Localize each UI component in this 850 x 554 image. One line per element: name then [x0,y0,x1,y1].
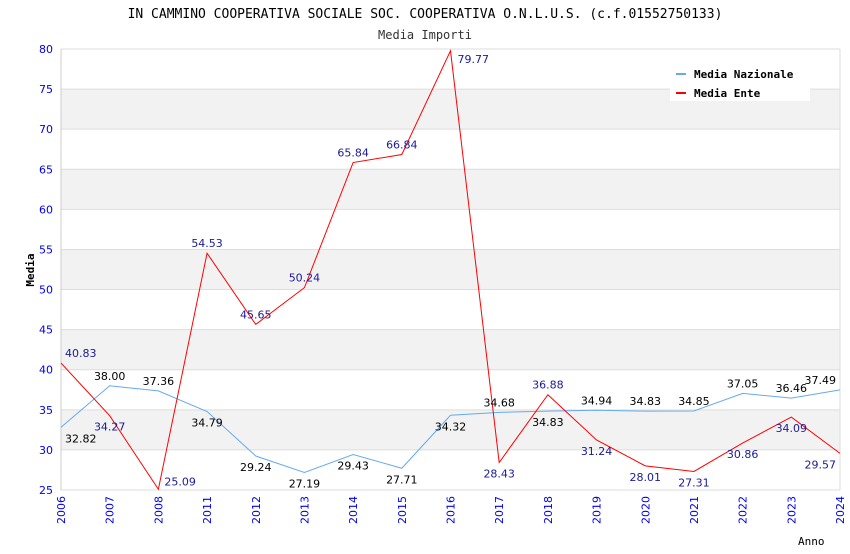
grid-band [61,169,840,210]
legend-entry: Media Ente [694,87,761,100]
series-line-ente [60,49,841,491]
data-label: 37.36 [143,375,175,388]
y-tick-label: 80 [39,43,53,56]
data-label: 27.31 [678,476,710,489]
x-tick-label: 2018 [542,496,555,524]
y-tick-label: 55 [39,243,53,256]
data-label: 65.84 [337,147,369,160]
data-label: 25.09 [164,475,196,488]
x-tick-label: 2013 [298,496,311,524]
y-tick-label: 35 [39,404,53,417]
y-tick-label: 40 [39,364,53,377]
y-tick-label: 25 [39,484,53,497]
chart-title: IN CAMMINO COOPERATIVA SOCIALE SOC. COOP… [128,7,723,22]
data-label: 32.82 [65,432,97,445]
y-tick-label: 30 [39,444,53,457]
data-label: 27.71 [386,473,418,486]
series-line-nazionale [60,385,841,473]
x-tick-label: 2023 [785,496,798,524]
data-label: 30.86 [727,448,759,461]
data-label: 34.09 [776,422,808,435]
grid-band [61,329,840,370]
data-label: 36.46 [776,382,808,395]
data-label: 27.19 [289,477,321,490]
data-label: 28.43 [483,467,515,480]
x-tick-label: 2011 [201,496,214,524]
data-label: 29.24 [240,461,272,474]
x-tick-label: 2007 [104,496,117,524]
data-label: 34.83 [630,395,662,408]
data-label: 34.83 [532,416,564,429]
y-tick-label: 70 [39,123,53,136]
data-label: 28.01 [630,471,662,484]
data-label: 45.65 [240,308,272,321]
y-tick-label: 50 [39,284,53,297]
legend-entry: Media Nazionale [694,68,794,81]
x-tick-label: 2022 [737,496,750,524]
data-label: 34.32 [435,420,467,433]
data-label: 37.05 [727,377,759,390]
data-label: 38.00 [94,370,126,383]
data-label: 37.49 [805,374,837,387]
x-tick-label: 2020 [639,496,652,524]
x-tick-label: 2015 [396,496,409,524]
x-tick-label: 2008 [152,496,165,524]
data-label: 40.83 [65,347,97,360]
data-label: 29.57 [805,458,837,471]
x-axis-label: Anno [798,535,825,548]
y-tick-label: 65 [39,163,53,176]
x-tick-label: 2019 [591,496,604,524]
data-label: 34.68 [483,396,515,409]
data-label: 31.24 [581,445,613,458]
x-tick-label: 2016 [445,496,458,524]
legend: Media Nazionale Media Ente [670,60,810,101]
grid-band [61,249,840,290]
x-tick-label: 2006 [55,496,68,524]
data-label: 50.24 [289,272,321,285]
data-label: 34.94 [581,394,613,407]
data-label: 36.88 [532,379,564,392]
x-tick-label: 2024 [834,496,847,524]
y-tick-label: 45 [39,324,53,337]
x-tick-label: 2021 [688,496,701,524]
y-tick-label: 60 [39,203,53,216]
data-label: 29.43 [337,459,369,472]
y-tick-label: 75 [39,83,53,96]
data-label: 66.84 [386,139,418,152]
data-label: 34.79 [191,417,223,430]
grid-band [61,409,840,450]
data-label: 54.53 [191,237,223,250]
data-label: 34.85 [678,395,710,408]
x-tick-label: 2017 [493,496,506,524]
x-tick-label: 2012 [250,496,263,524]
x-tick-label: 2014 [347,496,360,524]
data-label: 34.27 [94,421,126,434]
data-label: 79.77 [458,53,490,66]
y-axis-label: Media [24,253,37,286]
chart-subtitle: Media Importi [378,28,472,42]
